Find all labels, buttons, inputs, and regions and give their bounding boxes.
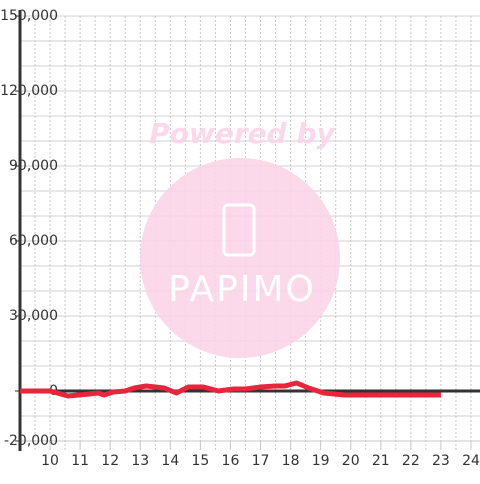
series-line <box>20 380 441 399</box>
y-tick-label: 150,000 <box>0 8 58 24</box>
x-tick-label: 12 <box>101 453 119 469</box>
watermark-title: Powered by <box>149 117 336 150</box>
x-tick-label: 20 <box>342 453 360 469</box>
y-tick-label: 120,000 <box>0 83 58 99</box>
x-tick-label: 24 <box>462 453 480 469</box>
x-tick-label: 15 <box>191 453 209 469</box>
x-tick-label: 10 <box>41 453 59 469</box>
x-tick-label: 19 <box>312 453 330 469</box>
x-tick-label: 14 <box>161 453 179 469</box>
x-tick-label: 13 <box>131 453 149 469</box>
watermark-brand: PAPIMO <box>168 269 316 310</box>
watermark-icon <box>222 203 256 257</box>
watermark: Powered by PAPIMO <box>140 117 340 358</box>
x-tick-label: 22 <box>402 453 420 469</box>
y-tick-label: -20,000 <box>4 433 58 449</box>
x-tick-label: 23 <box>432 453 450 469</box>
x-tick-label: 11 <box>71 453 89 469</box>
x-tick-label: 17 <box>252 453 270 469</box>
watermark-circle <box>140 158 340 358</box>
x-tick-label: 18 <box>282 453 300 469</box>
x-tick-label: 16 <box>222 453 240 469</box>
x-tick-label: 21 <box>372 453 390 469</box>
